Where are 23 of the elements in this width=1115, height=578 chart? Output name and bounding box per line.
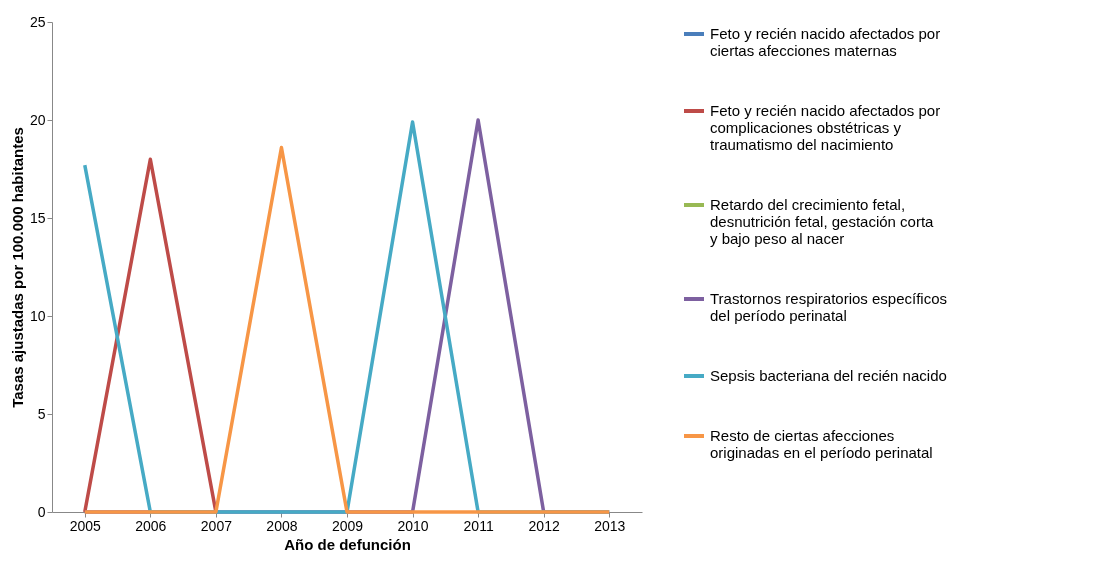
legend-label: Resto de ciertas afecciones originadas en el período perinatal [710,427,933,461]
x-tick-label: 2007 [200,517,233,534]
legend-label: Feto y recién nacido afectados por ciertas afecciones maternas [710,25,941,59]
y-tick-label: 5 [37,405,46,422]
legend-label: Feto y recién nacido afectados por complicaciones obstétricas y traumatismo del nacimiento [710,102,941,153]
y-tick-label: 25 [29,13,46,30]
legend-label: Retardo del crecimiento fetal, desnutrición fetal, gestación corta y bajo peso al nacer [710,196,935,247]
y-tick-label: 20 [29,111,46,128]
x-tick-label: 2006 [135,517,167,534]
y-axis-title: Tasas ajustadas por 100.000 habitantes [8,127,26,408]
x-tick-label: 2009 [331,517,364,534]
x-tick-label: 2013 [594,517,626,534]
y-tick-label: 15 [29,209,46,226]
x-tick-label: 2010 [397,517,429,534]
x-tick-label: 2008 [266,517,298,534]
legend-label: Sepsis bacteriana del recién nacido [710,367,947,384]
x-tick-label: 2011 [463,517,494,534]
y-tick-label: 0 [37,503,46,520]
x-tick-label: 2005 [69,517,102,534]
x-tick-label: 2012 [528,517,560,534]
legend-label: Trastornos respiratorios específicos del período perinatal [710,290,948,324]
x-axis-title: Año de defunción [284,535,411,553]
y-tick-label: 10 [29,307,46,324]
